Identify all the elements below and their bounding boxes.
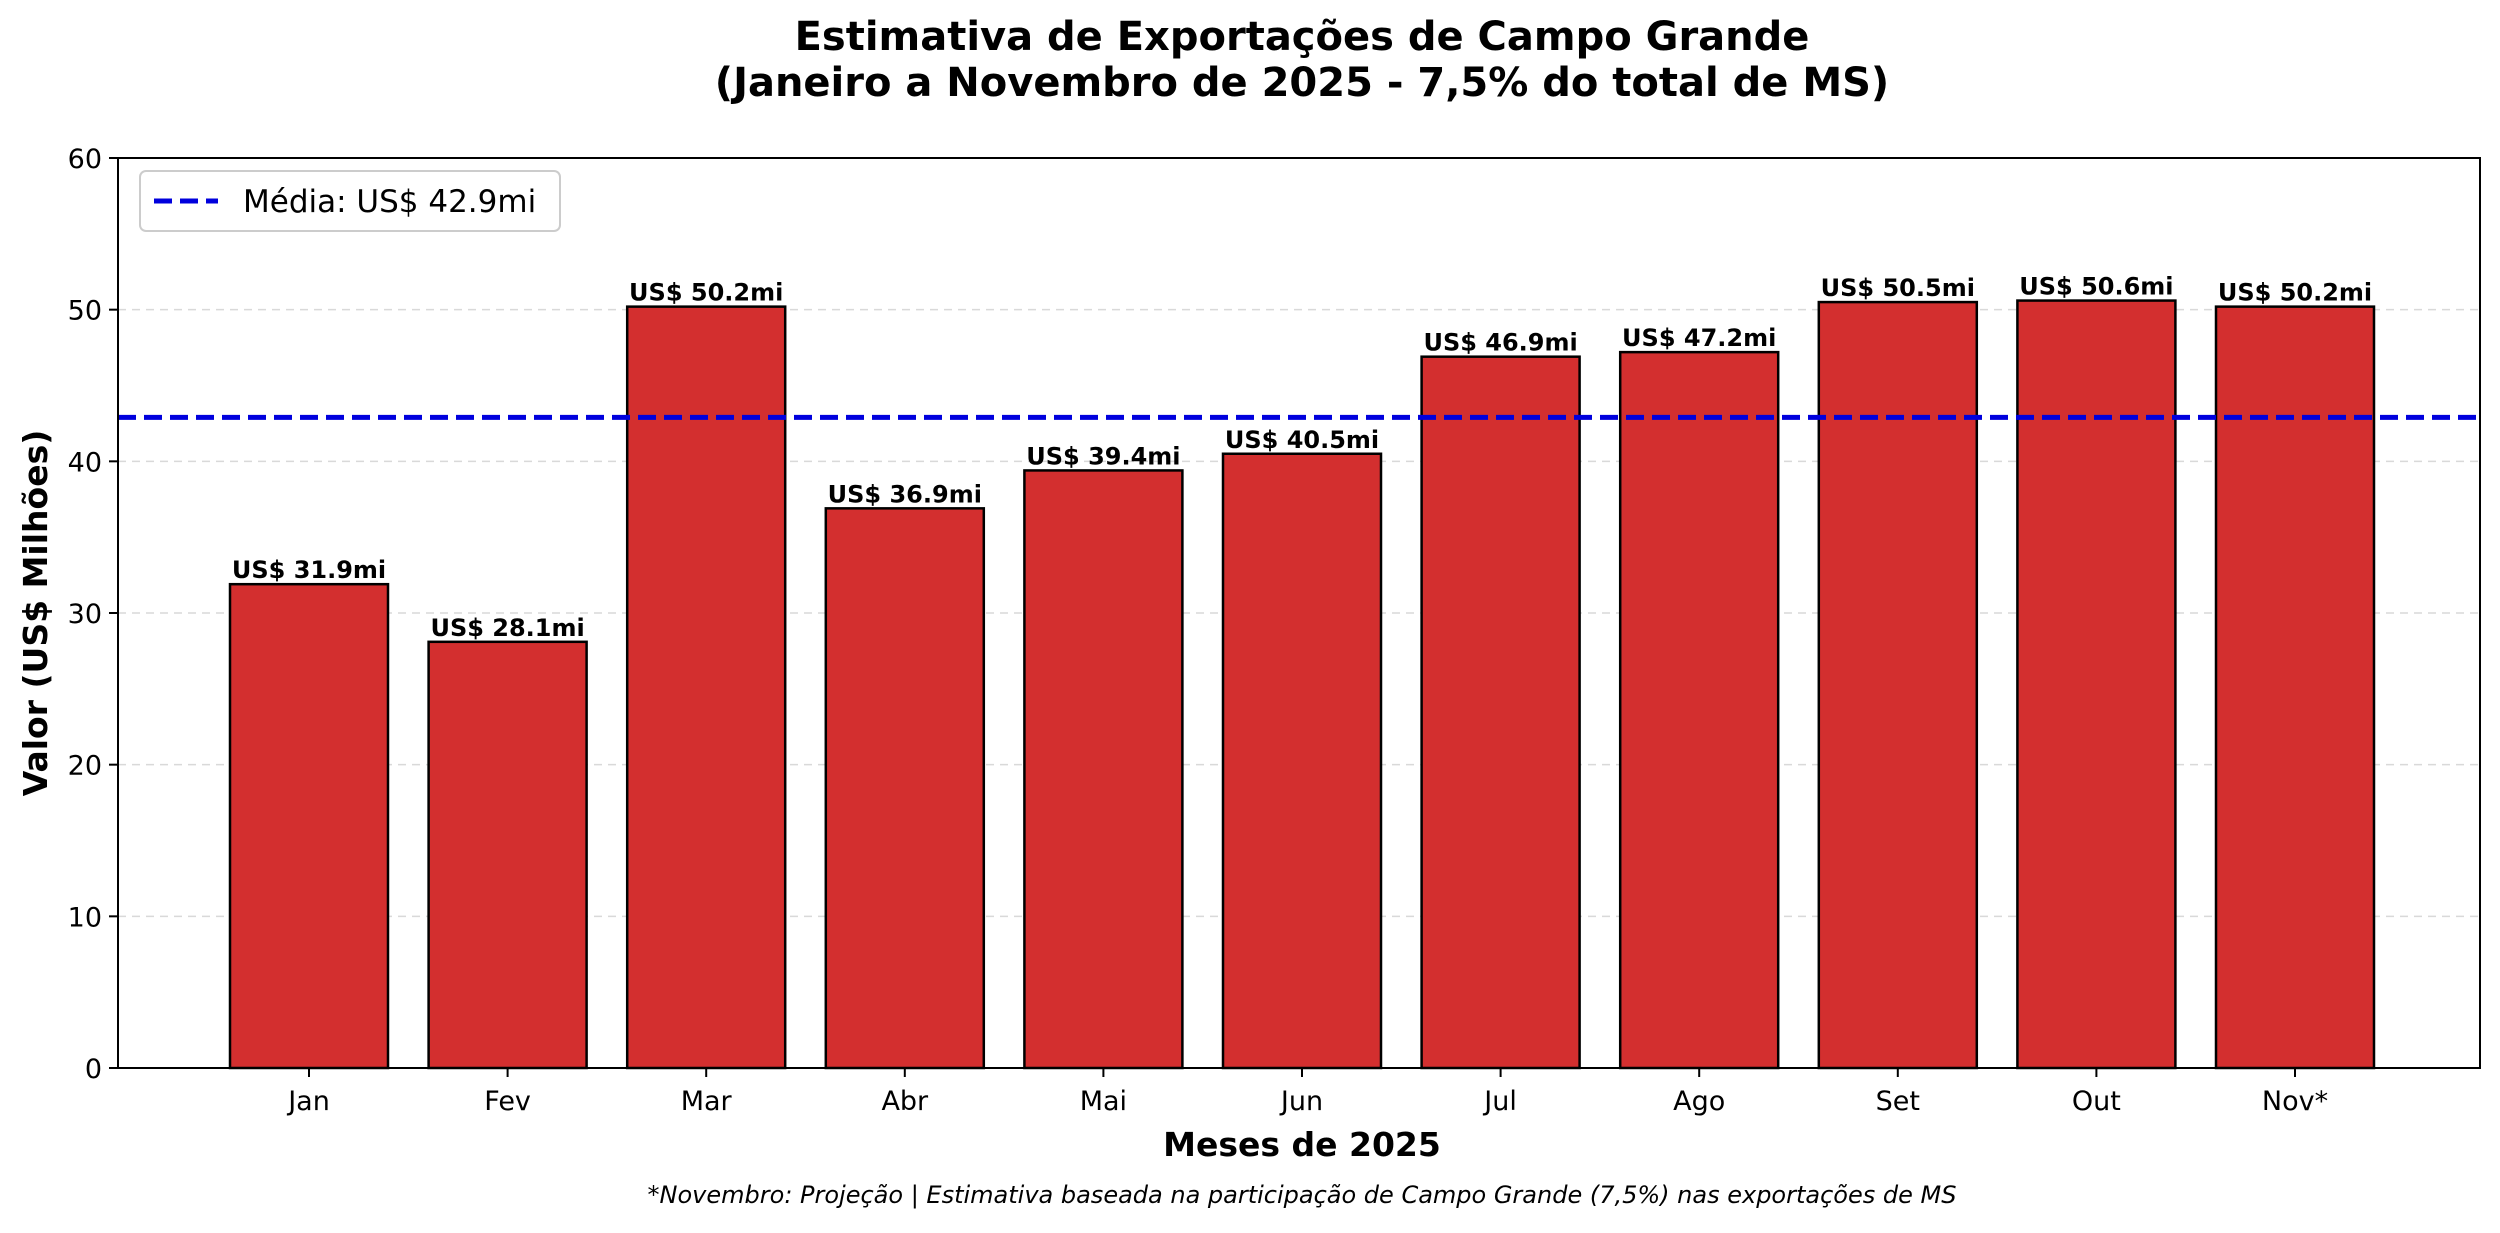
x-tick-label: Set (1876, 1086, 1920, 1117)
y-tick-label: 60 (68, 144, 102, 175)
bar-jan (228, 582, 390, 1070)
legend-average-label: Média: US$ 42.9mi (243, 184, 536, 220)
data-label: US$ 47.2mi (1622, 324, 1776, 352)
legend: Média: US$ 42.9mi (139, 170, 561, 232)
data-label: US$ 36.9mi (828, 480, 982, 508)
bar-ago (1618, 350, 1780, 1070)
y-tick-label: 20 (68, 751, 102, 782)
footnote: *Novembro: Projeção | Estimativa baseada… (648, 1181, 1957, 1209)
x-tick-label: Out (2072, 1086, 2121, 1117)
bar-mar (625, 305, 787, 1070)
chart-title-line2: (Janeiro a Novembro de 2025 - 7,5% do to… (715, 60, 1889, 106)
x-tick-label: Ago (1673, 1086, 1725, 1117)
legend-box (139, 170, 561, 232)
x-tick-label: Jul (1482, 1086, 1517, 1117)
bar-out (2016, 299, 2177, 1070)
y-axis: 0 10 20 30 40 50 60 (68, 144, 118, 1085)
bar-mai (1023, 469, 1184, 1070)
x-axis-label: Meses de 2025 (1163, 1125, 1441, 1164)
x-tick-label: Fev (484, 1086, 531, 1117)
y-tick-label: 40 (68, 447, 102, 478)
data-label: US$ 40.5mi (1225, 426, 1379, 454)
bar-jul (1420, 355, 1581, 1070)
x-tick-label: Mar (681, 1086, 733, 1117)
bar-nov (2214, 305, 2376, 1070)
bar-fev (427, 640, 588, 1070)
data-label: US$ 50.6mi (2019, 273, 2173, 301)
x-tick-label: Abr (881, 1086, 929, 1117)
y-axis-label: Valor (US$ Milhões) (16, 430, 55, 797)
x-tick-label: Nov* (2262, 1086, 2328, 1117)
bar-set (1817, 300, 1979, 1070)
x-axis: Jan Fev Mar Abr Mai Jun Jul Ago Set Out Nov* (286, 1068, 2328, 1117)
x-tick-label: Jun (1279, 1086, 1323, 1117)
data-label: US$ 50.5mi (1821, 274, 1975, 302)
data-label: US$ 31.9mi (232, 556, 386, 584)
bar-jun (1221, 452, 1383, 1070)
x-tick-label: Jan (286, 1086, 330, 1117)
x-tick-label: Mai (1080, 1086, 1127, 1117)
bars (228, 299, 2376, 1070)
y-tick-label: 50 (68, 296, 102, 327)
data-label: US$ 39.4mi (1026, 442, 1180, 470)
y-tick-label: 30 (68, 599, 102, 630)
data-label: US$ 46.9mi (1423, 329, 1577, 357)
data-labels: US$ 31.9mi US$ 28.1mi US$ 50.2mi US$ 36.9mi… (232, 273, 2372, 642)
chart-title-line1: Estimativa de Exportações de Campo Grand… (795, 14, 1810, 60)
data-label: US$ 50.2mi (2218, 279, 2372, 307)
y-tick-label: 0 (85, 1054, 102, 1085)
data-label: US$ 50.2mi (629, 279, 783, 307)
bar-abr (824, 507, 986, 1070)
data-label: US$ 28.1mi (430, 614, 584, 642)
y-tick-label: 10 (68, 902, 102, 933)
